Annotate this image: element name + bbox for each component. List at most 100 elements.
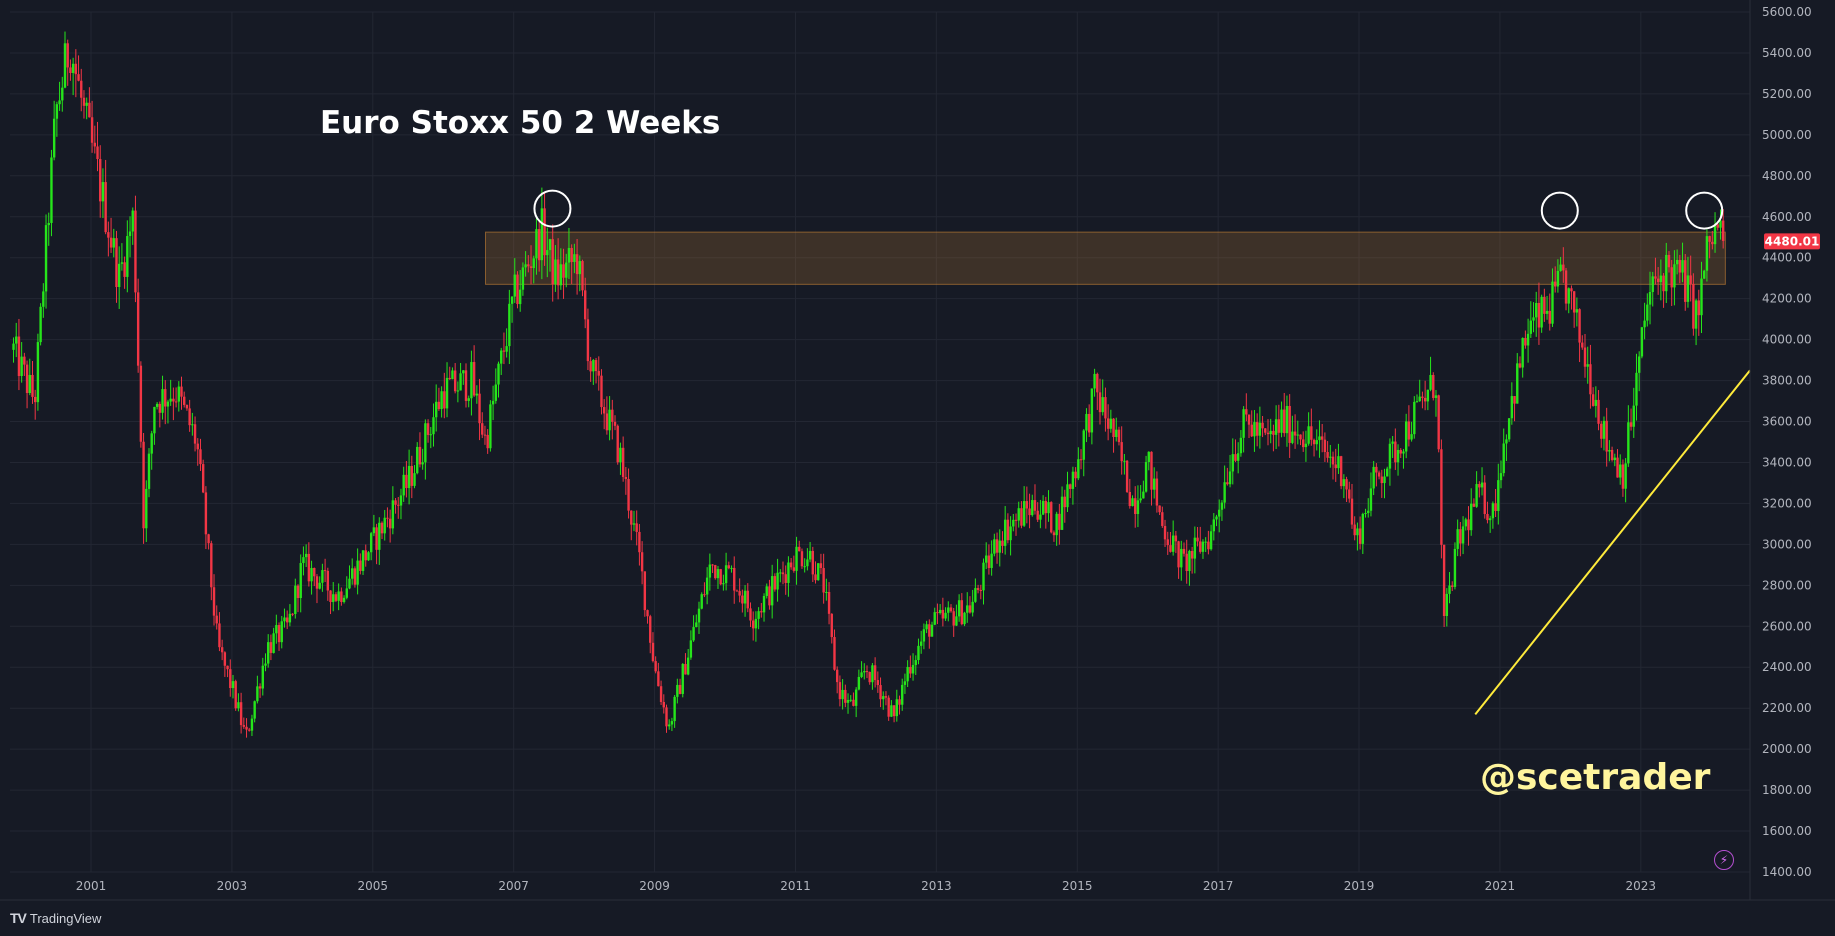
candle-body <box>703 594 706 596</box>
candle-body <box>592 360 595 372</box>
candle-body <box>1502 443 1505 474</box>
candle-body <box>711 564 714 566</box>
candle-body <box>174 401 178 403</box>
candle-body <box>768 586 771 606</box>
candle-body <box>201 464 205 493</box>
candle-body <box>497 363 500 385</box>
candle-body <box>1255 422 1259 436</box>
candle-body <box>467 398 470 401</box>
candle-body <box>323 570 327 572</box>
candle-body <box>952 611 955 626</box>
candle-body <box>210 543 213 588</box>
tradingview-brand[interactable]: TV TradingView <box>10 908 101 928</box>
candle-body <box>1215 516 1218 520</box>
candle-body <box>895 699 898 717</box>
candle-body <box>280 621 283 643</box>
candle-body <box>673 696 676 722</box>
candle-body <box>58 100 61 105</box>
price-axis[interactable]: 1400.00 1600.00 1800.00 2000.00 2200.00 2400.… <box>1749 0 1820 900</box>
candle-body <box>746 590 749 609</box>
candle-body <box>562 264 565 278</box>
candle-body <box>294 585 297 614</box>
candle-body <box>1226 482 1229 485</box>
y-tick-label: 3200.00 <box>1762 496 1812 510</box>
candle-body <box>1377 472 1381 477</box>
candle-body <box>1421 396 1424 398</box>
candle-body <box>960 600 964 625</box>
y-tick-label: 4800.00 <box>1762 169 1812 183</box>
candle-body <box>1323 439 1327 453</box>
candle-body <box>1472 503 1476 507</box>
candle-body <box>1050 502 1053 533</box>
candle-body <box>302 557 305 564</box>
candle-body <box>432 417 435 435</box>
candle-body <box>1058 513 1061 530</box>
candle-body <box>947 607 950 613</box>
candle-body <box>161 389 164 413</box>
candle-body <box>811 550 815 575</box>
candle-body <box>957 600 961 617</box>
candle-body <box>489 404 492 449</box>
candle-body <box>88 102 91 118</box>
candle-body <box>1475 484 1478 507</box>
candle-body <box>1123 460 1126 462</box>
candle-body <box>1548 310 1551 324</box>
candle-body <box>559 264 563 286</box>
candle-body <box>1453 548 1457 587</box>
candle-body <box>131 210 134 232</box>
candle-body <box>995 539 999 553</box>
candle-body <box>212 587 216 616</box>
candle-body <box>651 642 655 662</box>
candle-body <box>472 362 476 396</box>
candle-body <box>524 264 527 268</box>
candle-body <box>1627 422 1630 464</box>
candle-body <box>762 595 766 613</box>
candle-body <box>686 657 690 675</box>
candle-body <box>1488 518 1492 521</box>
candle-body <box>608 409 611 431</box>
candle-body <box>82 97 86 106</box>
candle-body <box>394 500 397 505</box>
candle-body <box>1090 388 1094 433</box>
candle-body <box>61 87 64 101</box>
candle-body <box>1632 405 1635 427</box>
candle-body <box>1524 337 1527 346</box>
y-tick-label: 3600.00 <box>1762 415 1812 429</box>
candle-body <box>55 104 59 119</box>
candle-body <box>554 259 557 285</box>
candle-body <box>1334 464 1337 469</box>
candle-body <box>911 665 915 674</box>
candle-body <box>20 356 23 377</box>
candle-body <box>288 613 292 623</box>
candle-body <box>1272 430 1275 435</box>
candle-body <box>1705 236 1709 271</box>
candle-body <box>429 434 432 436</box>
candle-body <box>12 343 15 350</box>
candle-body <box>120 262 124 264</box>
time-axis[interactable]: 2001 2003 2005 2007 2009 2011 2013 2015 2017 2019… <box>0 879 1835 901</box>
candle-body <box>892 705 896 717</box>
candle-body <box>757 611 760 619</box>
candle-body <box>1223 482 1226 503</box>
candle-body <box>470 362 473 399</box>
y-tick-label: 3000.00 <box>1762 537 1812 551</box>
candle-body <box>307 553 311 582</box>
candle-body <box>326 570 330 591</box>
candle-body <box>39 306 42 343</box>
candle-body <box>649 616 652 643</box>
highlight-circle <box>1685 191 1724 230</box>
candle-body <box>657 671 660 687</box>
candle-body <box>684 663 687 675</box>
candle-body <box>1326 452 1329 458</box>
y-tick-label: 3800.00 <box>1762 374 1812 388</box>
candle-body <box>1356 528 1359 536</box>
lightning-icon[interactable]: ⚡ <box>1714 850 1734 870</box>
candle-body <box>1694 300 1698 329</box>
candle-body <box>1413 401 1416 435</box>
candle-body <box>1513 396 1516 404</box>
candle-body <box>578 261 581 275</box>
candle-body <box>367 552 370 561</box>
candle-body <box>1451 585 1454 587</box>
candle-body <box>304 553 308 558</box>
